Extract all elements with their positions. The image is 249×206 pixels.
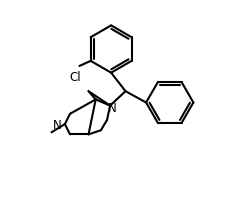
Text: N: N (108, 102, 117, 115)
Text: N: N (53, 118, 62, 131)
Text: Cl: Cl (69, 71, 81, 84)
